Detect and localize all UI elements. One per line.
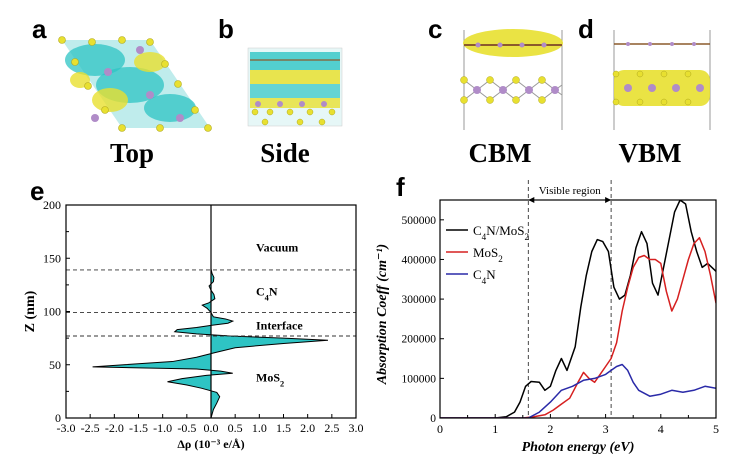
f-y-tick-label-5: 500000 [402, 215, 437, 227]
structure-vbm [612, 30, 711, 130]
legend-label-1: MoS2 [473, 245, 503, 264]
chart-f: Visible region 0 1 2 3 4 5 0 100000 200000 300000 4… [375, 180, 719, 455]
x-tick-label-6: 0.0 [204, 421, 219, 435]
y-tick-label-1: 50 [49, 358, 61, 372]
visible-region-label: Visible region [539, 185, 601, 197]
x-tick-label-3: -1.5 [129, 421, 148, 435]
f-x-tick-label-4: 4 [658, 422, 664, 436]
y-tick-label-4: 200 [43, 198, 61, 212]
f-y-tick-label-0: 0 [430, 413, 436, 425]
y-tick-label-0: 0 [55, 411, 61, 425]
caption-cbm: CBM [468, 138, 532, 168]
f-y-tick-label-1: 100000 [402, 373, 437, 385]
panel-letter-f: f [396, 172, 405, 202]
x-axis-label: Δρ (10⁻³ e/Å) [177, 437, 244, 451]
structure-side-view [247, 47, 343, 127]
y-tick-label-2: 100 [43, 305, 61, 319]
region-label-2: Interface [256, 318, 303, 332]
x-tick-label-11: 2.5 [324, 421, 339, 435]
x-tick-label-1: -2.5 [81, 421, 100, 435]
panel-letter-d: d [578, 14, 594, 44]
x-tick-label-2: -2.0 [105, 421, 124, 435]
series-group [440, 200, 716, 418]
f-x-axis-label: Photon energy (eV) [522, 440, 635, 455]
panel-letter-b: b [218, 14, 234, 44]
x-tick-label-7: 0.5 [228, 421, 243, 435]
caption-side: Side [260, 138, 310, 168]
f-y-tick-label-3: 300000 [402, 294, 437, 306]
f-y-axis-label: Absorption Coeff (cm⁻¹) [375, 244, 390, 385]
x-tick-label-10: 2.0 [300, 421, 315, 435]
region-label-0: Vacuum [256, 241, 298, 255]
structure-top-view [58, 36, 212, 132]
panel-letter-e: e [30, 176, 45, 206]
x-tick-label-8: 1.0 [252, 421, 267, 435]
x-tick-label-12: 3.0 [349, 421, 364, 435]
series-line-0 [440, 200, 716, 418]
f-x-tick-label-1: 1 [492, 422, 498, 436]
legend-label-0: C4N/MoS2 [473, 223, 530, 242]
x-tick-label-5: -0.5 [177, 421, 196, 435]
y-axis-label: Z (nm) [23, 290, 38, 332]
f-y-tick-label-2: 200000 [402, 334, 437, 346]
series-line-1 [440, 236, 716, 418]
y-tick-label-3: 150 [43, 251, 61, 265]
structure-cbm [460, 29, 563, 130]
legend-label-2: C4N [473, 267, 496, 286]
region-label-3: MoS2 [256, 371, 284, 389]
panel-letter-c: c [428, 14, 443, 44]
f-x-tick-label-2: 2 [547, 422, 553, 436]
caption-vbm: VBM [618, 138, 682, 168]
series-line-2 [440, 363, 716, 418]
density-profile-area [92, 205, 329, 419]
x-tick-label-9: 1.5 [276, 421, 291, 435]
f-x-tick-label-0: 0 [437, 422, 443, 436]
f-y-tick-label-4: 400000 [402, 254, 437, 266]
chart-e: -3.0 -2.5 -2.0 -1.5 -1.0 -0.5 0.0 0.5 1.0 1.5 2.0 2… [23, 198, 364, 451]
x-tick-label-4: -1.0 [153, 421, 172, 435]
f-x-tick-label-5: 5 [713, 422, 719, 436]
panel-letter-a: a [32, 14, 47, 44]
f-x-tick-label-3: 3 [603, 422, 609, 436]
region-label-1: C4N [256, 284, 278, 302]
caption-top: Top [109, 138, 155, 168]
x-tick-label-0: -3.0 [57, 421, 76, 435]
